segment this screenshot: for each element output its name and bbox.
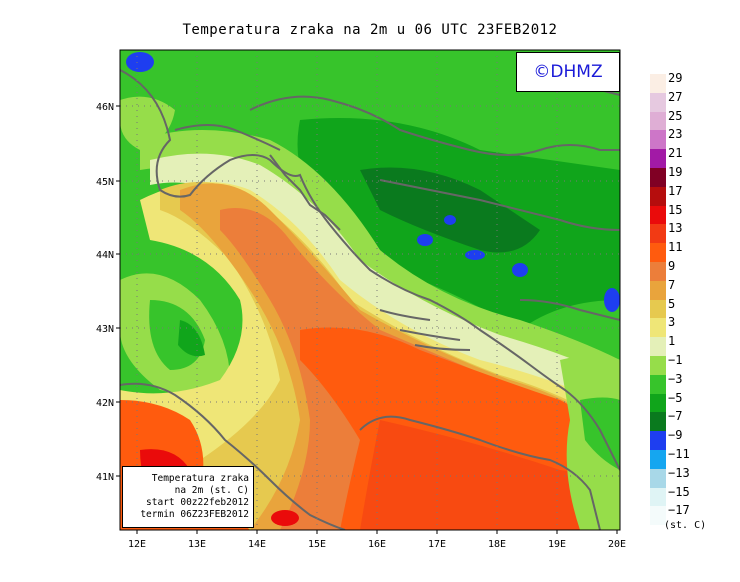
legend-label: 3 (668, 315, 676, 330)
legend-label: 1 (668, 334, 676, 349)
latitude-labels: 46N 45N 44N 43N 42N 41N (96, 102, 114, 483)
legend-label: 15 (668, 202, 683, 217)
legend-swatch (650, 280, 666, 300)
coastlines (120, 69, 620, 530)
legend-label: 25 (668, 108, 683, 123)
lon-label: 16E (368, 539, 386, 550)
legend-label: 21 (668, 146, 683, 161)
color-legend: 29 27 25 23 21 19 17 15 13 11 9 7 5 3 1 −1 −3 −5 −7 −9 −11 −1… (650, 71, 710, 534)
legend-units: (st. C) (664, 520, 707, 531)
legend-label: −15 (668, 484, 690, 499)
legend-label: −3 (668, 371, 683, 386)
legend-swatch (650, 205, 666, 225)
lon-label: 14E (248, 539, 266, 550)
legend-swatch (650, 74, 666, 93)
lat-label: 42N (96, 398, 114, 409)
info-box: Temperatura zraka na 2m (st. C) start 00… (122, 466, 254, 528)
info-line-4: termin 06Z23FEB2012 (140, 509, 249, 520)
longitude-labels: 12E 13E 14E 15E 16E 17E 18E 19E 20E (128, 539, 626, 550)
legend-label: −5 (668, 390, 683, 405)
legend-swatch (650, 468, 666, 488)
lat-label: 44N (96, 250, 114, 261)
legend-swatch (650, 186, 666, 206)
legend-swatch (650, 412, 666, 432)
legend-label: 11 (668, 240, 683, 255)
lon-label: 13E (188, 539, 206, 550)
info-line-1: Temperatura zraka (151, 473, 249, 484)
legend-label: 19 (668, 165, 683, 179)
legend-swatch (650, 149, 666, 169)
legend-swatch (650, 374, 666, 394)
graticule (120, 50, 620, 530)
legend-label: 27 (668, 89, 683, 104)
lon-label: 15E (308, 539, 326, 550)
legend-swatch (650, 337, 666, 357)
legend-swatch (650, 130, 666, 150)
lon-label: 20E (608, 539, 626, 550)
lon-label: 18E (488, 539, 506, 550)
legend-swatch (650, 262, 666, 281)
legend-swatch (650, 506, 666, 526)
temperature-field (120, 50, 620, 530)
legend-swatch (650, 393, 666, 413)
lat-label: 46N (96, 102, 114, 113)
legend-swatch (650, 356, 666, 375)
legend-swatch (650, 92, 666, 112)
legend-label: 9 (668, 259, 676, 273)
lat-label: 43N (96, 324, 114, 335)
legend-swatch (650, 224, 666, 244)
legend-label: −11 (668, 447, 690, 461)
legend-swatch (650, 487, 666, 507)
legend-swatch (650, 450, 666, 469)
legend-label: −7 (668, 409, 683, 424)
legend-swatch (650, 243, 666, 263)
dhmz-logo: ©DHMZ (516, 52, 620, 92)
lat-label: 45N (96, 177, 114, 188)
legend-swatch (650, 431, 666, 451)
lon-label: 19E (548, 539, 566, 550)
info-line-3: start 00z22feb2012 (146, 497, 249, 508)
legend-label: −17 (668, 503, 690, 518)
legend-label: −1 (668, 353, 683, 367)
legend-swatch (650, 168, 666, 187)
legend-label: 17 (668, 183, 683, 198)
legend-swatch (650, 111, 666, 131)
legend-swatch (650, 299, 666, 319)
legend-label: −13 (668, 465, 690, 480)
legend-label: −9 (668, 428, 683, 443)
info-line-2: na 2m (st. C) (174, 485, 249, 496)
map-frame (119, 49, 621, 531)
legend-swatch (650, 318, 666, 338)
legend-label: 23 (668, 127, 683, 142)
lat-label: 41N (96, 472, 114, 483)
legend-label: 5 (668, 296, 676, 311)
axis-ticks (116, 105, 618, 534)
lon-label: 17E (428, 539, 446, 550)
map-title: Temperatura zraka na 2m u 06 UTC 23FEB20… (182, 22, 558, 38)
legend-label: 7 (668, 277, 676, 292)
lon-label: 12E (128, 539, 146, 550)
legend-label: 13 (668, 221, 683, 236)
legend-label: 29 (668, 71, 683, 85)
